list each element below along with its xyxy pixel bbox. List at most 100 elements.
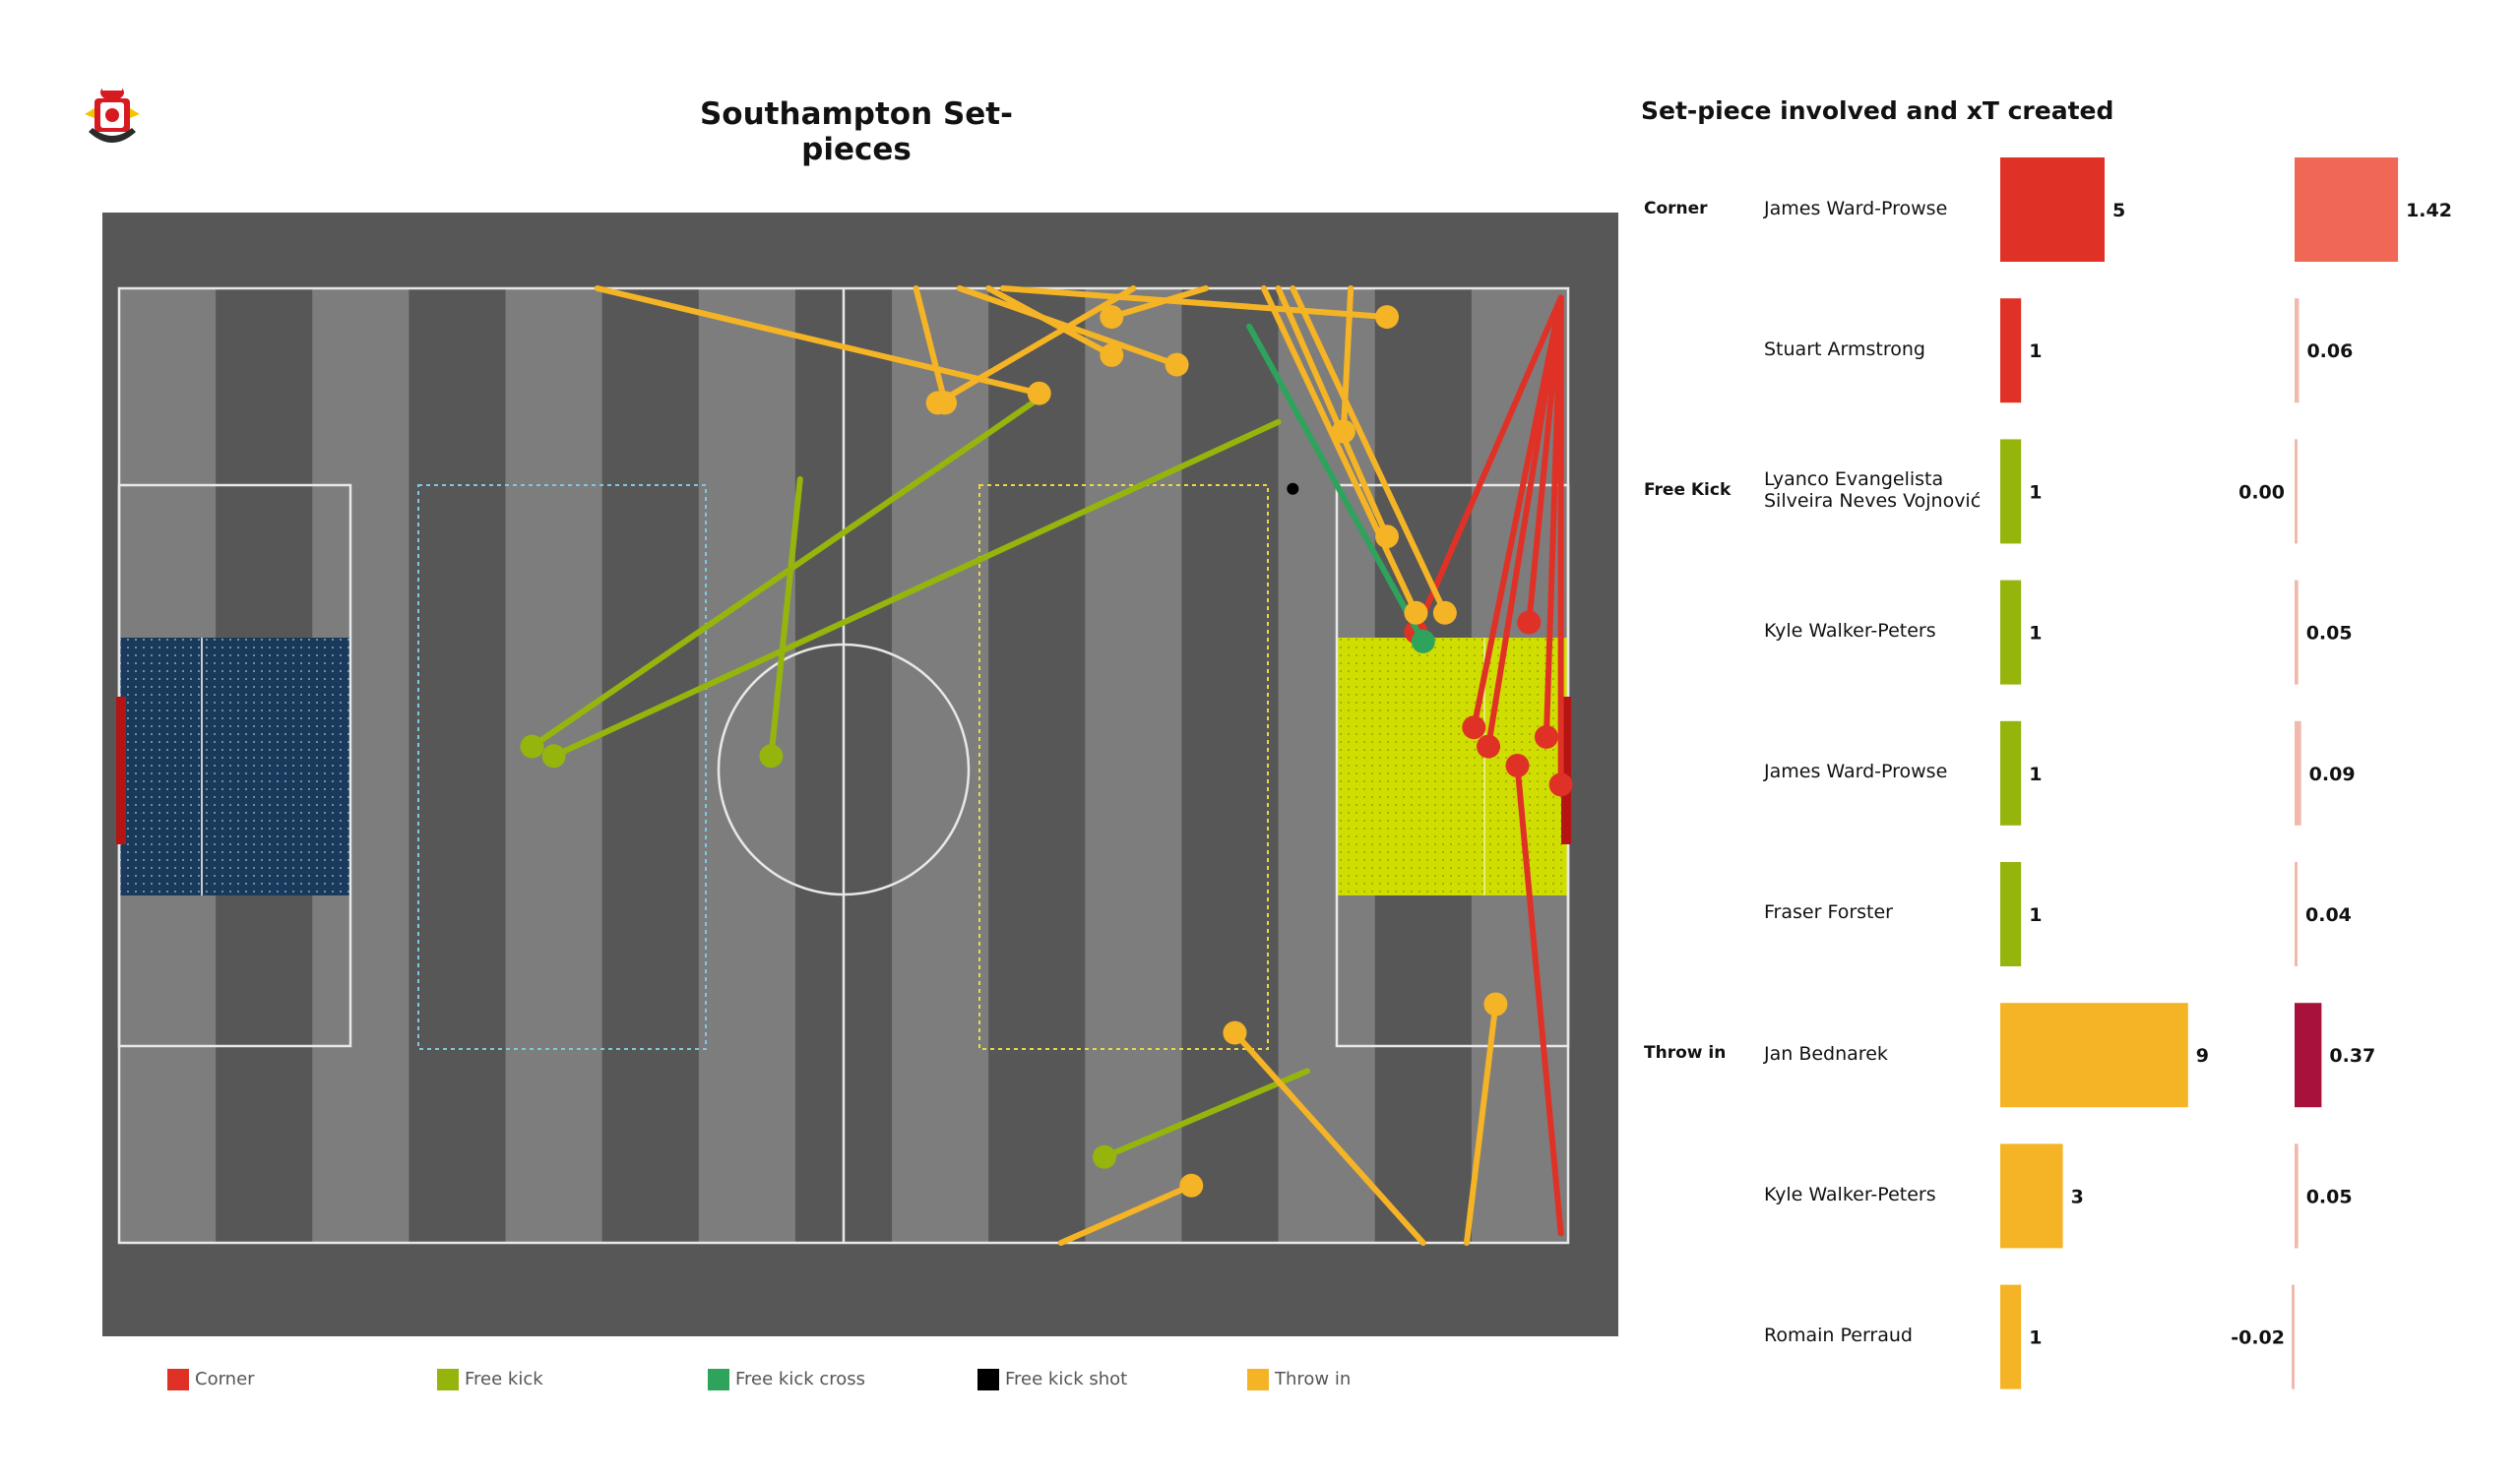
count-bar [2000, 1143, 2063, 1249]
left-box-zone [119, 638, 350, 895]
legend-free-kick-swatch [437, 1369, 459, 1390]
count-bar [2000, 298, 2022, 403]
centre-circle [717, 643, 971, 896]
count-label: 1 [2029, 904, 2042, 926]
throw-in-line [913, 285, 949, 406]
xt-bar [2295, 720, 2301, 826]
throw-in-line [999, 285, 1390, 321]
free-kick-line [550, 418, 1282, 760]
count-bar [2000, 1284, 2022, 1389]
xt-label: -0.02 [2231, 1327, 2285, 1349]
throw-in-end-marker [1165, 352, 1189, 377]
corner-end-marker [1517, 610, 1542, 635]
free-kick-cross-line [1246, 323, 1426, 645]
right-dashed-zone [978, 484, 1269, 1050]
pitch-stripe [409, 288, 507, 1243]
throw-in-end-marker [1404, 600, 1428, 625]
xt-label: 0.05 [2306, 1186, 2353, 1207]
corner-line [1485, 294, 1564, 750]
count-label: 1 [2029, 623, 2042, 645]
count-bar [2000, 580, 2022, 685]
legend-corner-label: Corner [195, 1369, 255, 1389]
player-name: Fraser Forster [1764, 901, 1893, 923]
set-piece-events [520, 285, 1573, 1246]
pitch-stripe [1085, 288, 1182, 1243]
player-name: Stuart Armstrong [1764, 339, 1925, 360]
throw-in-end-marker [1027, 381, 1051, 405]
right-box-zone [1337, 638, 1568, 895]
corner-line [1413, 294, 1564, 636]
count-label: 3 [2071, 1186, 2084, 1207]
throw-in-end-marker [1483, 992, 1508, 1017]
count-bar [2000, 862, 2022, 966]
count-label: 1 [2029, 1327, 2042, 1349]
count-label: 9 [2196, 1045, 2209, 1067]
legend-free-kick-cross-label: Free kick cross [735, 1369, 866, 1389]
set-piece-pitch-map [102, 213, 1618, 1336]
throw-in-line [1290, 285, 1448, 616]
xt-label: 0.06 [2306, 340, 2353, 362]
legend-free-kick-shot-label: Free kick shot [1005, 1369, 1128, 1389]
xt-label: 0.09 [2309, 764, 2356, 785]
corner-end-marker [1548, 772, 1573, 797]
category-label-throw-in: Throw in [1644, 1043, 1727, 1063]
player-name: James Ward-Prowse [1764, 198, 1948, 219]
count-label: 1 [2029, 481, 2042, 503]
count-bar [2000, 720, 2022, 826]
legend-corner-swatch [167, 1369, 189, 1390]
left-dashed-zone [417, 484, 707, 1050]
free-kick-end-marker [520, 734, 544, 759]
pitch-stripe [1181, 288, 1280, 1243]
free-kick-shot-marker [1287, 482, 1299, 495]
throw-in-line [594, 285, 1042, 397]
throw-in-line [1340, 285, 1354, 435]
legend-free-kick-cross-swatch [708, 1369, 729, 1390]
throw-in-end-marker [1375, 305, 1399, 330]
throw-in-line [1057, 1182, 1195, 1246]
legend-throw-in-label: Throw in [1275, 1369, 1352, 1389]
player-name: Kyle Walker-Peters [1764, 620, 1936, 642]
right-goal [1561, 697, 1571, 844]
free-kick-end-marker [1092, 1144, 1116, 1169]
legend-free-kick-shot-swatch [977, 1369, 999, 1390]
throw-in-end-marker [1223, 1020, 1247, 1045]
throw-in-line [985, 285, 1115, 358]
player-name: Romain Perraud [1764, 1325, 1913, 1346]
corner-line [1526, 294, 1564, 626]
southampton-crest-icon [81, 79, 144, 150]
pitch-title: Southampton Set-pieces [699, 96, 1013, 167]
count-label: 5 [2112, 200, 2125, 221]
table-title: Set-piece involved and xT created [1641, 96, 2114, 125]
corner-end-marker [1505, 754, 1530, 777]
free-kick-cross-end-marker [1411, 629, 1435, 653]
corner-line [1514, 763, 1564, 1237]
throw-in-end-marker [1179, 1173, 1204, 1198]
count-bar [2000, 439, 2022, 544]
count-label: 1 [2029, 340, 2042, 362]
throw-in-line [1463, 1001, 1499, 1246]
xt-bar [2295, 862, 2298, 966]
category-label-free-kick: Free Kick [1644, 480, 1732, 500]
throw-in-line [1260, 285, 1419, 616]
xt-bar [2295, 580, 2299, 685]
count-bar [2000, 1003, 2188, 1108]
player-name: Kyle Walker-Peters [1764, 1184, 1936, 1205]
corner-end-marker [1462, 715, 1486, 740]
left-goal [116, 697, 126, 844]
corner-end-marker [1477, 734, 1501, 759]
legend-free-kick-label: Free kick [465, 1369, 543, 1389]
free-kick-line [768, 476, 803, 760]
xt-bar [2295, 1003, 2322, 1108]
free-kick-end-marker [541, 744, 566, 769]
throw-in-line [1231, 1029, 1426, 1246]
throw-in-line [1275, 285, 1390, 540]
xt-label: 1.42 [2406, 200, 2452, 221]
pitch-stripe [698, 288, 796, 1243]
player-name: Lyanco Evangelista Silveira Neves Vojnov… [1764, 468, 1982, 512]
pitch-stripe [988, 288, 1086, 1243]
xt-bar [2295, 1143, 2299, 1249]
xt-label: 0.37 [2329, 1045, 2375, 1067]
player-name: Jan Bednarek [1764, 1043, 1888, 1065]
corner-end-marker [1534, 724, 1558, 749]
free-kick-end-marker [759, 744, 784, 769]
